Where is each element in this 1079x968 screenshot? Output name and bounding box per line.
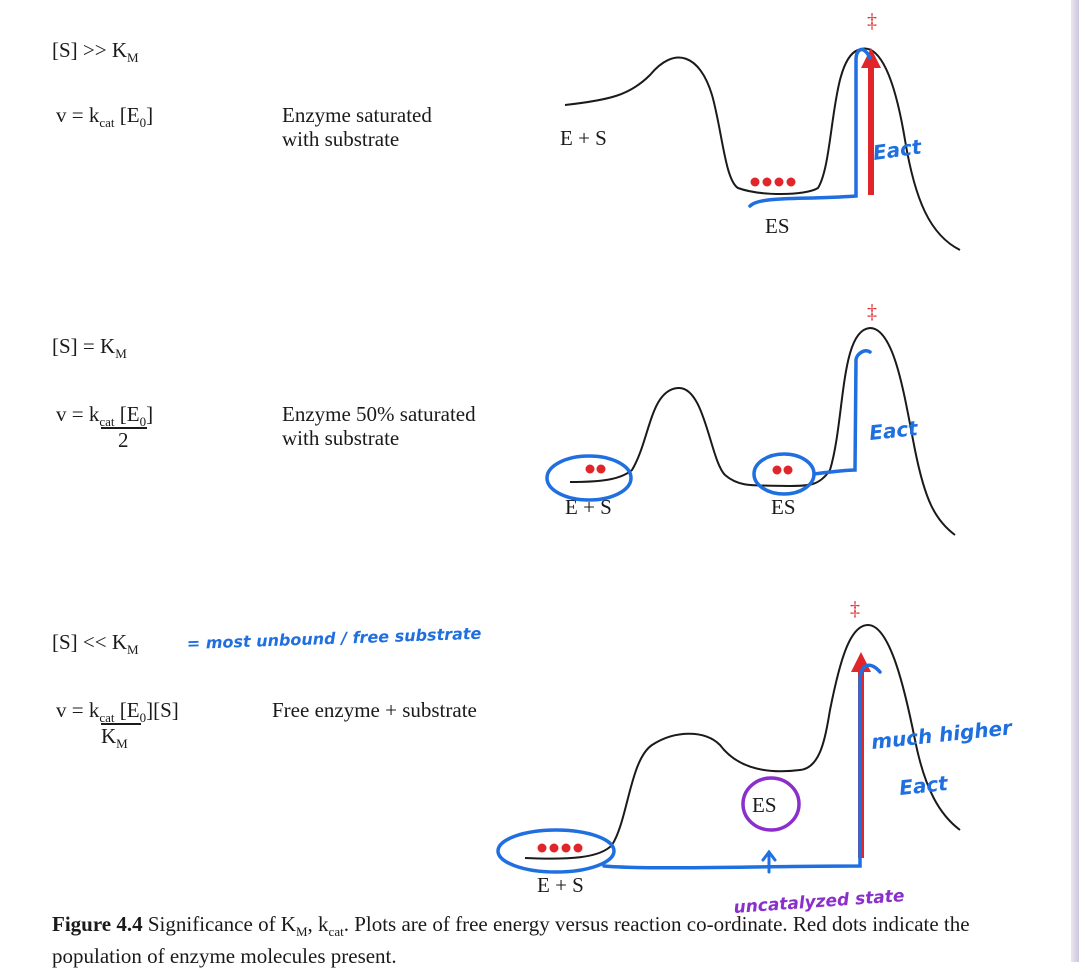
purple-circle-es bbox=[741, 776, 801, 832]
ts-dagger-2: ‡ bbox=[867, 301, 877, 323]
condition-1: [S] >> KM bbox=[52, 38, 139, 65]
blue-annotation-path-1 bbox=[748, 47, 872, 208]
label-e-plus-s-1: E + S bbox=[560, 126, 607, 150]
population-dot bbox=[774, 177, 784, 187]
condition-2: [S] = KM bbox=[52, 334, 127, 361]
blue-annotation-path-3 bbox=[602, 663, 882, 870]
blue-circle-free bbox=[545, 454, 633, 502]
population-dot bbox=[786, 177, 796, 187]
annotation-eact-2: Eact bbox=[868, 416, 920, 445]
page-edge bbox=[1071, 0, 1079, 962]
ts-dagger-3: ‡ bbox=[850, 598, 860, 620]
blue-annotation-path-2 bbox=[812, 349, 872, 476]
equation-2: v = kcat [E0] bbox=[56, 402, 154, 429]
population-dot bbox=[549, 843, 559, 853]
denominator-2: 2 bbox=[118, 428, 129, 452]
annotation-much-higher: much higher bbox=[870, 715, 1014, 754]
energy-diagram-3: E + S ES ‡ much higher Eact uncatalyzed … bbox=[186, 598, 1014, 918]
label-es-3: ES bbox=[752, 793, 777, 817]
population-dot bbox=[537, 843, 547, 853]
equation-3: v = kcat [E0][S] bbox=[56, 698, 179, 725]
annotation-eact-1: Eact bbox=[871, 134, 924, 165]
ts-dagger-1: ‡ bbox=[867, 10, 877, 32]
population-dot bbox=[762, 177, 772, 187]
blue-circle-free-3 bbox=[496, 828, 616, 874]
description-3: Free enzyme + substrate bbox=[272, 698, 477, 722]
energy-diagram-1: E + S ES ‡ Eact bbox=[560, 10, 961, 251]
condition-3: [S] << KM bbox=[52, 630, 139, 657]
annotation-most-unbound: = most unbound / free substrate bbox=[186, 624, 481, 653]
population-dot bbox=[772, 465, 782, 475]
population-dot bbox=[585, 464, 595, 474]
population-dot bbox=[596, 464, 606, 474]
label-es-1: ES bbox=[765, 214, 790, 238]
denominator-3: KM bbox=[101, 724, 128, 751]
population-dot bbox=[561, 843, 571, 853]
fraction-bar-3 bbox=[101, 723, 141, 725]
fraction-bar-2 bbox=[101, 427, 147, 429]
blue-circle-es bbox=[752, 452, 816, 496]
equation-1: v = kcat [E0] bbox=[56, 103, 154, 130]
population-dot bbox=[573, 843, 583, 853]
population-dot bbox=[750, 177, 760, 187]
energy-diagram-2: E + S ES ‡ Eact bbox=[545, 301, 956, 536]
figure-caption: Figure 4.4 Significance of KM, kcat. Plo… bbox=[52, 912, 970, 968]
description-2: Enzyme 50% saturated with substrate bbox=[282, 402, 476, 450]
blue-small-arrow-3 bbox=[761, 849, 777, 874]
annotation-eact-3: Eact bbox=[898, 771, 950, 800]
description-1: Enzyme saturated with substrate bbox=[282, 103, 432, 151]
population-dot bbox=[783, 465, 793, 475]
label-e-plus-s-3: E + S bbox=[537, 873, 584, 897]
label-es-2: ES bbox=[771, 495, 796, 519]
